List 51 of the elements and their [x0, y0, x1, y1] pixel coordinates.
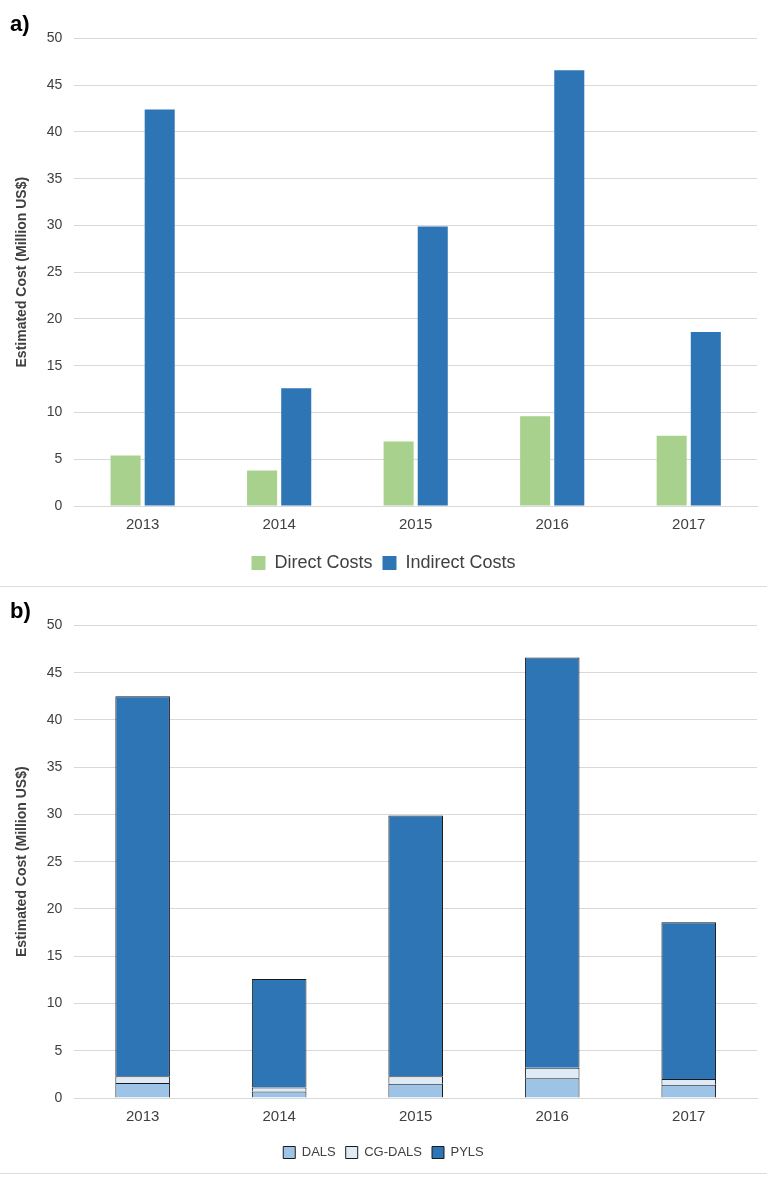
- y-tick-label: 20: [46, 899, 63, 916]
- y-tick-label: 5: [54, 1041, 63, 1058]
- y-tick-label: 40: [46, 122, 63, 139]
- bar: [656, 435, 687, 506]
- y-tick-label: 5: [54, 450, 63, 467]
- x-tick-label: 2016: [535, 515, 569, 533]
- y-tick-label: 10: [46, 994, 63, 1011]
- y-tick-label: 25: [46, 852, 63, 869]
- legend-label: Indirect Costs: [405, 551, 516, 572]
- x-tick-label: 2017: [672, 515, 706, 533]
- legend-label: Direct Costs: [274, 551, 373, 572]
- chart-title: a): [10, 11, 30, 37]
- y-tick-label: 50: [46, 29, 63, 46]
- bar: [110, 455, 141, 506]
- x-tick-label: 2015: [399, 1107, 433, 1125]
- x-tick-label: 2013: [125, 515, 160, 533]
- x-tick-label: 2015: [399, 515, 433, 533]
- y-tick-label: 40: [46, 710, 63, 727]
- x-tick-label: 2017: [672, 1107, 706, 1125]
- y-tick-label: 0: [54, 496, 63, 513]
- bar: [554, 70, 585, 506]
- bar: [247, 470, 278, 506]
- y-tick-label: 35: [46, 169, 63, 186]
- y-tick-label: 45: [46, 663, 63, 680]
- y-tick-label: 30: [46, 216, 63, 233]
- y-tick-label: 20: [46, 309, 63, 326]
- y-tick-label: 30: [46, 805, 63, 822]
- x-tick-label: 2016: [535, 1107, 569, 1125]
- y-tick-label: 15: [46, 947, 63, 964]
- y-tick-label: 10: [46, 403, 63, 420]
- bar: [417, 226, 448, 506]
- legend-label: DALS: [301, 1144, 337, 1160]
- bar: [690, 332, 721, 506]
- x-tick-label: 2014: [262, 515, 296, 533]
- legend-label: PYLS: [450, 1144, 485, 1160]
- x-tick-label: 2014: [262, 1107, 296, 1125]
- bar: [520, 416, 551, 506]
- y-axis-title: Estimated Cost (Million US$): [13, 766, 30, 957]
- chart-title: b): [10, 598, 31, 624]
- y-axis-title: Estimated Cost (Million US$): [13, 176, 30, 368]
- bar: [144, 109, 175, 506]
- legend-label: CG-DALS: [364, 1144, 423, 1160]
- y-tick-label: 45: [46, 76, 63, 93]
- y-tick-label: 35: [46, 758, 63, 775]
- y-tick-label: 15: [46, 356, 63, 373]
- x-tick-label: 2013: [125, 1107, 160, 1125]
- bar: [383, 441, 414, 506]
- bar: [281, 388, 312, 506]
- y-tick-label: 25: [46, 263, 63, 280]
- y-tick-label: 50: [46, 616, 63, 633]
- y-tick-label: 0: [54, 1088, 63, 1105]
